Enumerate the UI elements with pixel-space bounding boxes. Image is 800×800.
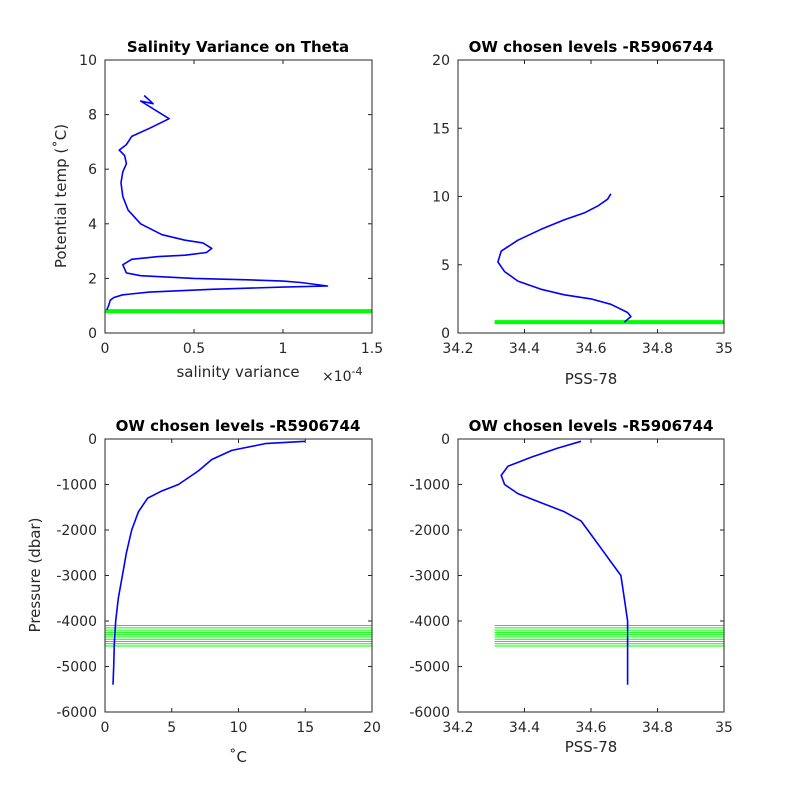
subplot-1-ylabel: Potential temp (˚C) bbox=[52, 124, 70, 268]
y-tick-label: 2 bbox=[88, 271, 97, 287]
x-tick-label: 1 bbox=[279, 341, 288, 357]
x-tick-label: 10 bbox=[230, 720, 248, 736]
series-line bbox=[500, 440, 629, 685]
subplot-2-title: OW chosen levels -R5906744 bbox=[469, 38, 714, 56]
subplot-1-x-exponent: ×10-4 bbox=[322, 365, 363, 385]
y-tick-label: 0 bbox=[441, 432, 450, 448]
y-tick-label: 5 bbox=[441, 258, 450, 274]
y-tick-label: 8 bbox=[88, 108, 97, 124]
subplot-1-xlabel: salinity variance bbox=[176, 363, 299, 381]
x-tick-label: 34.2 bbox=[442, 341, 473, 357]
x-tick-label: 34.6 bbox=[575, 341, 606, 357]
x-tick-label: 34.6 bbox=[575, 720, 606, 736]
y-tick-label: -4000 bbox=[409, 614, 450, 630]
y-tick-label: 0 bbox=[88, 432, 97, 448]
x-tick-label: 34.4 bbox=[509, 720, 540, 736]
y-tick-label: -3000 bbox=[409, 569, 450, 585]
x-exponent-base: ×10 bbox=[322, 369, 352, 385]
y-tick-label: -6000 bbox=[56, 705, 97, 721]
x-tick-label: 1.5 bbox=[361, 341, 383, 357]
x-tick-label: 34.8 bbox=[642, 720, 673, 736]
subplot-top-right-salinity: OW chosen levels -R5906744 PSS-78 34.2 34… bbox=[432, 38, 733, 388]
y-tick-label: -1000 bbox=[409, 478, 450, 494]
axes-box bbox=[104, 59, 373, 334]
series-line bbox=[112, 440, 306, 685]
y-tick-label: -5000 bbox=[409, 660, 450, 676]
x-exponent-power: -4 bbox=[352, 365, 363, 378]
y-tick-label: 15 bbox=[432, 121, 450, 137]
x-tick-label: 34.8 bbox=[642, 341, 673, 357]
subplot-4-title: OW chosen levels -R5906744 bbox=[469, 417, 714, 435]
x-tick-label: 0 bbox=[101, 720, 110, 736]
subplot-1-title: Salinity Variance on Theta bbox=[127, 38, 349, 56]
series-line bbox=[106, 94, 329, 311]
subplot-salinity-pressure: OW chosen levels -R5906744 PSS-78 34.2 34… bbox=[409, 417, 733, 756]
y-tick-label: -4000 bbox=[56, 614, 97, 630]
x-tick-label: 35 bbox=[715, 341, 733, 357]
subplot-3-ylabel: Pressure (dbar) bbox=[26, 518, 44, 633]
x-tick-label: 20 bbox=[363, 720, 381, 736]
y-tick-label: 20 bbox=[432, 53, 450, 69]
y-tick-label: -3000 bbox=[56, 569, 97, 585]
x-tick-label: 34.4 bbox=[509, 341, 540, 357]
x-tick-label: 15 bbox=[296, 720, 314, 736]
subplot-3-title: OW chosen levels -R5906744 bbox=[116, 417, 361, 435]
subplot-4-xlabel: PSS-78 bbox=[565, 738, 618, 756]
y-tick-label: -2000 bbox=[409, 523, 450, 539]
y-tick-label: -6000 bbox=[409, 705, 450, 721]
subplot-3-xlabel: ˚C bbox=[229, 748, 247, 766]
y-tick-label: -1000 bbox=[56, 478, 97, 494]
subplot-salinity-variance: Salinity Variance on Theta salinity vari… bbox=[52, 38, 383, 385]
series-line bbox=[497, 193, 632, 323]
x-tick-label: 0.5 bbox=[183, 341, 205, 357]
y-tick-label: 10 bbox=[79, 53, 97, 69]
x-tick-label: 34.2 bbox=[442, 720, 473, 736]
y-tick-label: 10 bbox=[432, 190, 450, 206]
subplot-2-xlabel: PSS-78 bbox=[565, 370, 618, 388]
x-tick-label: 35 bbox=[715, 720, 733, 736]
y-tick-label: 0 bbox=[441, 326, 450, 342]
x-tick-label: 0 bbox=[101, 341, 110, 357]
y-tick-label: 6 bbox=[88, 162, 97, 178]
x-tick-label: 5 bbox=[167, 720, 176, 736]
subplot-temperature-pressure: OW chosen levels -R5906744 ˚C Pressure (… bbox=[26, 417, 381, 766]
y-tick-label: -2000 bbox=[56, 523, 97, 539]
y-tick-label: 4 bbox=[88, 217, 97, 233]
y-tick-label: -5000 bbox=[56, 660, 97, 676]
y-tick-label: 0 bbox=[88, 326, 97, 342]
